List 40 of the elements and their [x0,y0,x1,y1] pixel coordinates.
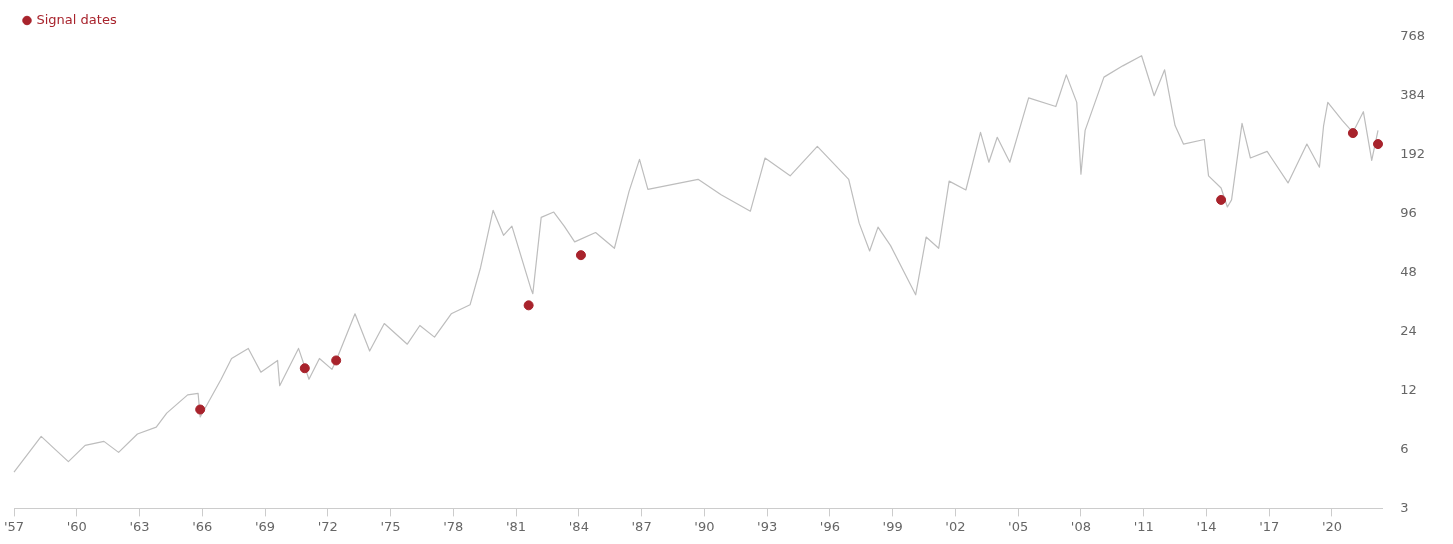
legend-label: Signal dates [36,11,117,27]
x-tick-label: '84 [568,518,589,534]
y-tick-label: 3 [1400,499,1409,515]
y-tick-label: 12 [1400,381,1417,397]
x-tick-label: '08 [1070,518,1091,534]
y-tick-label: 768 [1400,28,1426,44]
y-tick-label: 384 [1400,87,1426,103]
x-tick-label: '75 [380,518,401,534]
x-tick-label: '72 [317,518,338,534]
x-tick-label: '20 [1321,518,1343,534]
point [1216,194,1227,205]
point [1373,139,1383,150]
y-tick-label: 96 [1400,205,1417,221]
point [575,250,586,261]
x-tick-label: '02 [945,518,966,534]
y-tick-label: 192 [1400,146,1426,162]
x-tick-label: '90 [694,518,715,534]
x-tick-label: '87 [631,518,652,534]
x-tick-label: '14 [1196,518,1217,534]
y-tick-label: 48 [1400,264,1417,280]
point [523,300,534,311]
x-tick-label: '96 [819,518,840,534]
y-tick-label: 6 [1400,440,1409,456]
point [195,404,206,415]
x-tick-label: '11 [1133,518,1154,534]
point [1347,128,1358,139]
x-tick-label: '60 [66,518,87,534]
x-tick-label: '93 [757,518,778,534]
x-tick-label: '05 [1008,518,1029,534]
point [331,355,342,366]
x-tick-label: '78 [443,518,464,534]
x-tick-label: '63 [129,518,150,534]
x-tick-label: '99 [882,518,903,534]
x-tick-label: '81 [506,518,527,534]
x-tick-label: '57 [3,518,25,534]
y-tick-label: 24 [1400,323,1417,338]
point [299,363,310,374]
x-tick-label: '66 [192,518,213,534]
x-tick-label: '17 [1259,518,1280,534]
x-tick-label: '69 [254,518,276,534]
